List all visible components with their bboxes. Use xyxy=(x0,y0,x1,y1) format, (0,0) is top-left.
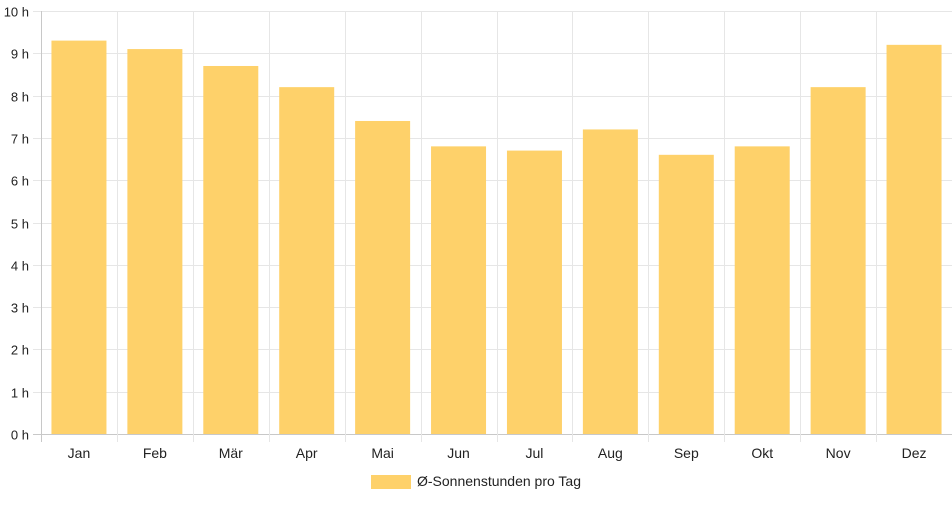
bar-dez[interactable] xyxy=(886,44,942,435)
bar-jul[interactable] xyxy=(506,150,562,434)
y-tick-label: 10 h xyxy=(4,5,29,20)
bar-jan[interactable] xyxy=(51,40,107,435)
x-tick-label: Jul xyxy=(526,445,544,461)
y-tick-label: 5 h xyxy=(11,217,29,232)
bar-sep[interactable] xyxy=(658,154,714,434)
y-tick-label: 8 h xyxy=(11,90,29,105)
x-tick-label: Apr xyxy=(296,445,318,461)
x-tick-label: Mär xyxy=(219,445,243,461)
bar-mai[interactable] xyxy=(355,120,411,434)
y-tick-label: 9 h xyxy=(11,47,29,62)
x-tick-label: Okt xyxy=(751,445,773,461)
legend-label[interactable]: Ø-Sonnenstunden pro Tag xyxy=(417,473,581,489)
x-tick-label: Jun xyxy=(447,445,470,461)
bar-jun[interactable] xyxy=(431,146,487,435)
x-tick-label: Dez xyxy=(902,445,927,461)
bar-okt[interactable] xyxy=(734,146,790,435)
x-tick-label: Feb xyxy=(143,445,167,461)
y-axis-tick-labels: 0 h 1 h 2 h 3 h 4 h 5 h 6 h 7 h 8 h 9 h 10 h xyxy=(4,5,29,443)
y-tick-label: 6 h xyxy=(11,174,29,189)
bar-apr[interactable] xyxy=(279,87,335,434)
bar-aug[interactable] xyxy=(582,129,638,434)
y-tick-label: 3 h xyxy=(11,301,29,316)
bar-mär[interactable] xyxy=(203,65,259,435)
x-tick-label: Mai xyxy=(371,445,394,461)
y-tick-label: 2 h xyxy=(11,343,29,358)
legend-swatch[interactable] xyxy=(371,475,411,489)
x-tick-label: Jan xyxy=(68,445,91,461)
grid-lines xyxy=(33,11,952,442)
legend[interactable]: Ø-Sonnenstunden pro Tag xyxy=(371,473,581,489)
x-tick-label: Sep xyxy=(674,445,699,461)
bar-nov[interactable] xyxy=(810,87,866,434)
x-tick-label: Nov xyxy=(826,445,851,461)
y-tick-label: 4 h xyxy=(11,259,29,274)
bar-feb[interactable] xyxy=(127,49,183,434)
y-tick-label: 7 h xyxy=(11,132,29,147)
y-tick-label: 1 h xyxy=(11,386,29,401)
x-axis-tick-labels: Jan Feb Mär Apr Mai Jun Jul Aug Sep Okt Nov Dez xyxy=(68,445,927,461)
bars xyxy=(51,40,942,435)
x-tick-label: Aug xyxy=(598,445,623,461)
y-tick-label: 0 h xyxy=(11,428,29,443)
